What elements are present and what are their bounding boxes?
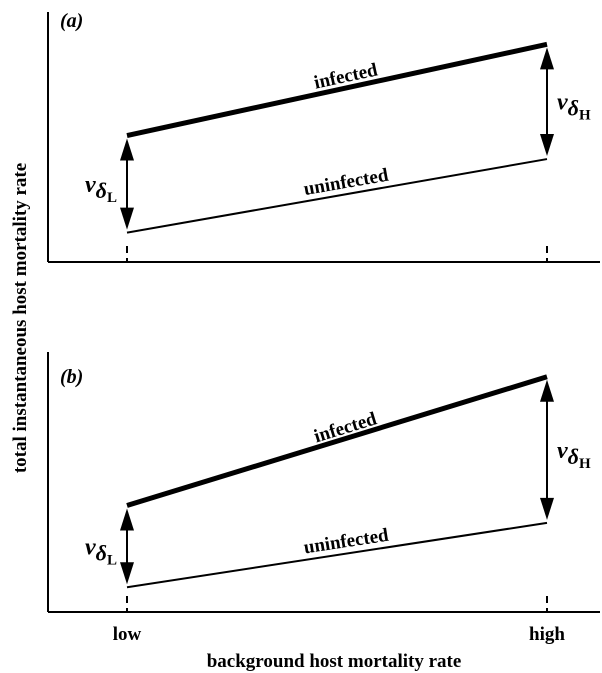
series-line-infected	[126, 41, 548, 138]
panel-label: (a)	[60, 10, 83, 32]
annotation-low: vδL	[85, 534, 117, 568]
arrow-head-down	[120, 562, 134, 585]
y-axis-label: total instantaneous host mortality rate	[10, 163, 31, 473]
series-label-infected: infected	[312, 408, 380, 447]
arrow-head-up	[120, 508, 134, 531]
series-line-uninfected	[126, 521, 548, 589]
x-tick-label-high: high	[529, 624, 565, 645]
annotation-low: vδL	[85, 172, 117, 206]
arrow-head-down	[120, 207, 134, 230]
arrow-head-up	[540, 379, 554, 402]
arrow-head-down	[540, 497, 554, 520]
arrow-head-down	[540, 134, 554, 157]
x-tick-label-low: low	[113, 624, 142, 645]
series-line-infected	[126, 374, 548, 508]
series-line-uninfected	[126, 158, 548, 234]
x-axis-label: background host mortality rate	[207, 651, 462, 672]
annotation-high: vδH	[557, 90, 591, 124]
arrow-head-up	[540, 47, 554, 70]
annotation-high: vδH	[557, 438, 591, 472]
panel-label: (b)	[60, 366, 83, 388]
arrow-head-up	[120, 138, 134, 161]
